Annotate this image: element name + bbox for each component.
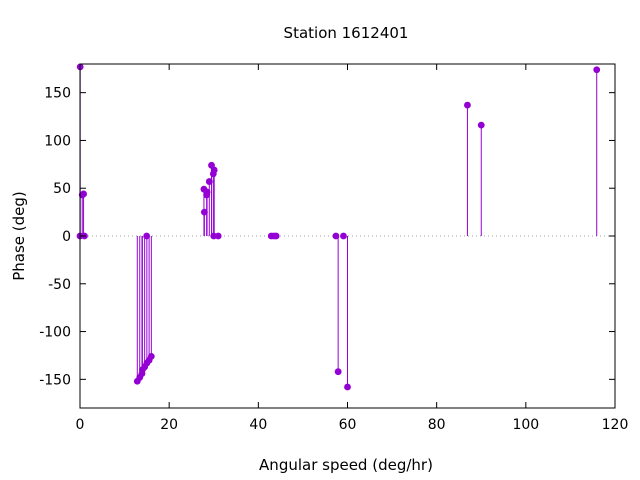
data-point (340, 232, 347, 240)
data-point (80, 190, 87, 198)
data-point (205, 178, 213, 185)
y-tick-label: 150 (44, 86, 71, 102)
y-tick-label: 50 (53, 181, 71, 197)
x-tick-label: 80 (428, 417, 446, 433)
data-point (147, 353, 155, 360)
y-tick-label: -100 (39, 325, 71, 341)
data-point (344, 383, 351, 391)
y-tick-label: 100 (44, 133, 71, 149)
y-tick-label: -150 (39, 372, 71, 388)
data-point (272, 232, 280, 240)
x-tick-label: 20 (160, 417, 178, 433)
x-axis-label: Angular speed (deg/hr) (259, 456, 433, 474)
y-tick-label: 0 (62, 229, 71, 245)
y-axis-label: Phase (deg) (10, 191, 28, 281)
x-tick-label: 0 (76, 417, 85, 433)
data-point (143, 232, 151, 240)
plot-frame (79, 63, 616, 409)
axis-layer: 0 20 40 60 80 100 120 -150 -100 -50 0 50 100 150 (39, 64, 628, 433)
data-point (203, 188, 211, 196)
data-point (464, 101, 471, 109)
y-tick-label: -50 (48, 277, 71, 293)
data-point (593, 66, 601, 74)
chart-title: Station 1612401 (284, 24, 409, 42)
point-layer (76, 63, 601, 391)
impulse-layer (79, 66, 598, 387)
data-point (200, 208, 208, 216)
data-point (332, 232, 340, 240)
x-tick-label: 120 (602, 417, 629, 433)
x-tick-label: 60 (339, 417, 357, 433)
data-point (334, 368, 342, 376)
x-tick-label: 100 (512, 417, 539, 433)
data-point (214, 232, 222, 240)
data-point (477, 121, 485, 129)
x-tick-label: 40 (249, 417, 267, 433)
data-point (210, 166, 218, 174)
